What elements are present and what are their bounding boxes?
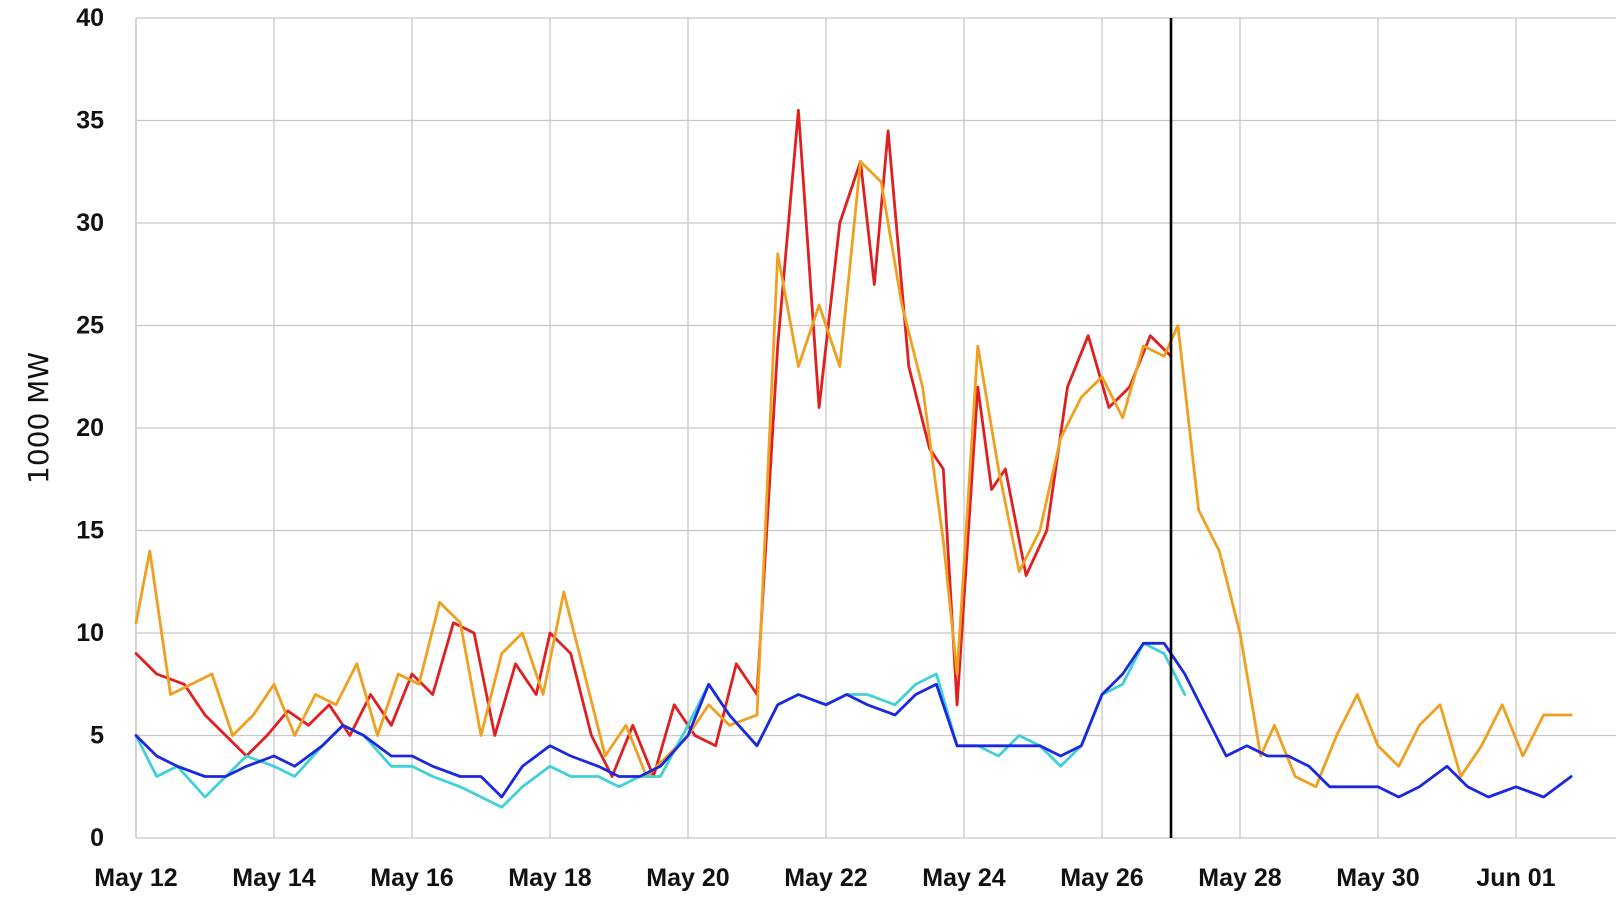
x-tick-label: May 20 (646, 864, 729, 892)
grid (135, 17, 1616, 839)
x-tick-label: May 12 (94, 864, 177, 892)
y-tick-label: 5 (90, 722, 104, 750)
series-line-2 (134, 160, 1573, 789)
x-axis-ticks: May 12 May 14 May 16 May 18 May 20 May 22 May … (94, 864, 1555, 892)
x-tick-label: May 30 (1336, 864, 1419, 892)
y-axis-ticks: 0 5 10 15 20 25 30 35 40 (76, 4, 104, 852)
y-tick-label: 40 (76, 4, 104, 32)
series-line-1 (134, 108, 1173, 778)
x-tick-label: May 28 (1198, 864, 1281, 892)
x-tick-label: May 16 (370, 864, 453, 892)
series-line-3 (134, 641, 1187, 809)
y-tick-label: 10 (76, 619, 104, 647)
series-layer (134, 108, 1573, 809)
x-tick-label: May 14 (232, 864, 315, 892)
y-tick-label: 35 (76, 107, 104, 135)
series-line-4 (134, 641, 1573, 799)
x-tick-label: May 18 (508, 864, 591, 892)
y-tick-label: 0 (90, 824, 104, 852)
y-tick-label: 30 (76, 209, 104, 237)
x-tick-label: May 22 (784, 864, 867, 892)
y-tick-label: 15 (76, 517, 104, 545)
x-tick-label: May 26 (1060, 864, 1143, 892)
x-tick-label: Jun 01 (1476, 864, 1555, 892)
x-tick-label: May 24 (922, 864, 1005, 892)
y-axis-label: 1000 MW (22, 352, 55, 484)
y-tick-label: 20 (76, 414, 104, 442)
y-tick-label: 25 (76, 312, 104, 340)
